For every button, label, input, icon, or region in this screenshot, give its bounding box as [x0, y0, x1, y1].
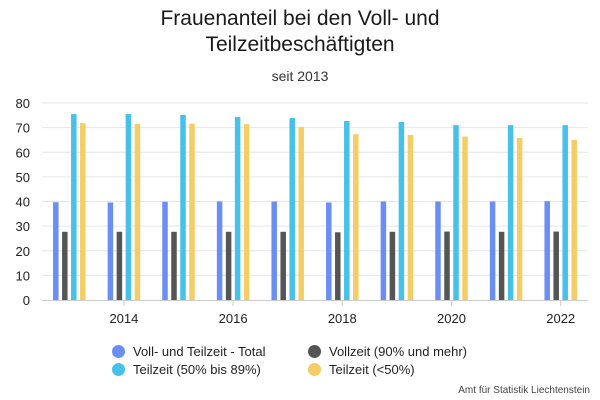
x-axis-ticks: 2014 2016 2018 2020 2022 — [109, 300, 575, 326]
bar-2014-series-2[interactable] — [125, 114, 132, 300]
legend-item-teilzeit-50-89[interactable]: Teilzeit (50% bis 89%) — [112, 362, 308, 377]
bar-2021-series-3[interactable] — [516, 137, 523, 300]
bar-2020-series-0[interactable] — [435, 201, 441, 301]
bar-2021-series-2[interactable] — [507, 125, 514, 300]
y-axis-ticks: 0 10 20 30 40 50 60 70 80 — [16, 96, 30, 308]
y-tick-label: 50 — [16, 170, 30, 185]
y-tick-label: 30 — [16, 219, 30, 234]
y-tick-label: 60 — [16, 145, 30, 160]
bar-2015-series-2[interactable] — [180, 114, 186, 300]
source-credit: Amt für Statistik Liechtenstein — [458, 385, 590, 396]
bar-2019-series-2[interactable] — [398, 121, 405, 301]
x-tick-label: 2022 — [546, 311, 575, 326]
x-tick-label: 2016 — [219, 311, 248, 326]
chart-subtitle: seit 2013 — [271, 68, 329, 84]
bar-2022-series-0[interactable] — [544, 201, 550, 300]
bar-2022-series-2[interactable] — [562, 125, 568, 300]
bar-2016-series-3[interactable] — [243, 124, 250, 301]
bar-2017-series-2[interactable] — [289, 118, 295, 301]
chart-title: Frauenanteil bei den Voll- und Teilzeitb… — [160, 7, 440, 56]
y-tick-label: 0 — [23, 293, 30, 308]
bar-2020-series-1[interactable] — [444, 231, 450, 300]
legend-marker-vollzeit — [308, 345, 321, 358]
legend-label-total: Voll- und Teilzeit - Total — [133, 344, 266, 359]
bar-2019-series-1[interactable] — [389, 231, 396, 300]
legend-item-total[interactable]: Voll- und Teilzeit - Total — [112, 344, 308, 359]
bar-2018-series-2[interactable] — [344, 120, 350, 300]
y-tick-label: 10 — [16, 268, 30, 283]
legend-item-vollzeit[interactable]: Vollzeit (90% und mehr) — [308, 344, 508, 359]
bar-2015-series-1[interactable] — [171, 231, 177, 300]
bar-2017-series-0[interactable] — [271, 201, 277, 301]
bar-2022-series-1[interactable] — [553, 231, 559, 300]
gridlines — [42, 102, 588, 276]
y-tick-label: 70 — [16, 121, 30, 136]
legend: Voll- und Teilzeit - Total Vollzeit (90%… — [112, 344, 532, 377]
bar-2018-series-3[interactable] — [353, 134, 359, 300]
bar-2019-series-0[interactable] — [380, 201, 387, 301]
bar-2020-series-3[interactable] — [462, 136, 468, 300]
y-tick-label: 80 — [16, 96, 30, 111]
bar-2014-series-1[interactable] — [116, 231, 123, 300]
bar-2016-series-2[interactable] — [234, 117, 241, 300]
bar-2014-series-0[interactable] — [107, 202, 114, 300]
bar-2019-series-3[interactable] — [407, 135, 414, 300]
bar-2018-series-1[interactable] — [335, 232, 341, 300]
x-tick-label: 2014 — [109, 311, 138, 326]
legend-label-teilzeit-under-50: Teilzeit (<50%) — [329, 362, 415, 377]
bar-2015-series-0[interactable] — [162, 201, 168, 300]
legend-marker-teilzeit-under-50 — [308, 363, 321, 376]
legend-marker-teilzeit-50-89 — [112, 363, 125, 376]
legend-label-vollzeit: Vollzeit (90% und mehr) — [329, 344, 468, 359]
bar-2014-series-3[interactable] — [134, 123, 141, 301]
bar-2016-series-0[interactable] — [216, 201, 223, 301]
bar-2022-series-3[interactable] — [571, 139, 577, 300]
legend-item-teilzeit-under-50[interactable]: Teilzeit (<50%) — [308, 362, 508, 377]
bar-2013-series-3[interactable] — [80, 123, 86, 300]
bar-2015-series-3[interactable] — [189, 123, 195, 300]
x-tick-label: 2018 — [328, 311, 357, 326]
legend-marker-total — [112, 345, 125, 358]
bar-2013-series-1[interactable] — [62, 231, 68, 300]
bar-2020-series-2[interactable] — [453, 125, 459, 300]
bar-2021-series-0[interactable] — [489, 201, 496, 301]
bar-2021-series-1[interactable] — [498, 231, 505, 300]
bars — [53, 114, 577, 301]
y-tick-label: 40 — [16, 195, 30, 210]
bar-2013-series-2[interactable] — [71, 114, 77, 300]
bar-2013-series-0[interactable] — [53, 202, 59, 300]
bar-2017-series-1[interactable] — [280, 231, 286, 300]
bar-2017-series-3[interactable] — [298, 126, 304, 300]
x-tick-label: 2020 — [437, 311, 466, 326]
bar-2016-series-1[interactable] — [225, 231, 232, 300]
legend-label-teilzeit-50-89: Teilzeit (50% bis 89%) — [133, 362, 261, 377]
bar-2018-series-0[interactable] — [326, 202, 332, 300]
y-tick-label: 20 — [16, 244, 30, 259]
